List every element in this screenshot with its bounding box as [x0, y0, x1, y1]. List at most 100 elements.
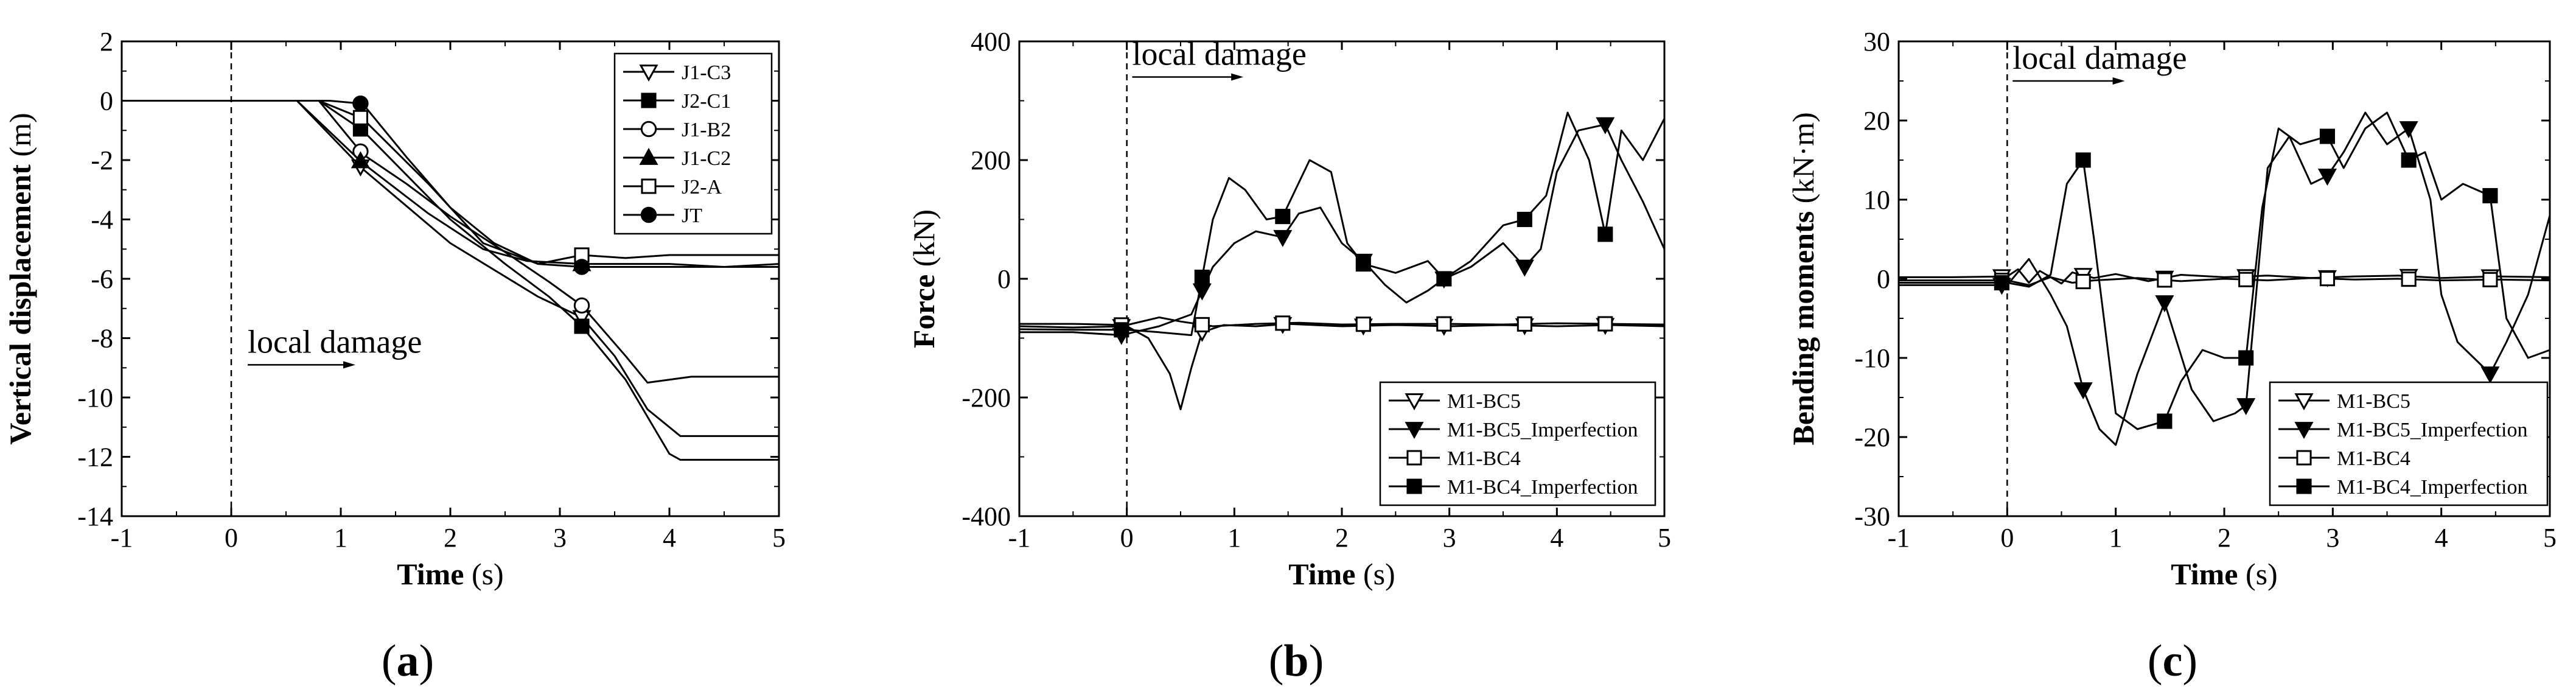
x-axis-unit: (s)	[1363, 557, 1395, 591]
y-axis-label: Bending moments	[1786, 203, 1820, 445]
series-marker-m1-bc4	[1275, 315, 1291, 331]
series-marker-m1-bc4-imperfection	[2075, 152, 2091, 168]
legend-marker-j2-a	[641, 178, 657, 194]
legend-label-j1-c3: J1-C3	[682, 61, 731, 84]
legend-label-m1-bc5: M1-BC5	[1447, 390, 1521, 413]
y-tick-label: 10	[1863, 185, 1890, 215]
x-axis-label: Time	[2171, 557, 2246, 591]
legend-marker-m1-bc4	[1406, 450, 1422, 466]
panel-label-open: (	[1269, 636, 1284, 686]
legend-label-m1-bc5: M1-BC5	[2337, 390, 2410, 413]
series-marker-m1-bc5-imperfection	[1273, 229, 1293, 247]
series-line-m1-bc4	[1019, 316, 1665, 327]
legend-label-j2-a: J2-A	[682, 176, 722, 198]
legend-marker-j1-c2	[639, 147, 658, 165]
x-tick-label: 2	[2218, 523, 2231, 553]
series-marker-m1-bc5-imperfection	[1596, 117, 1615, 135]
x-axis-unit: (s)	[2246, 557, 2278, 591]
y-axis-label: Vertical displacement	[3, 157, 37, 445]
y-tick-label: 400	[971, 27, 1011, 57]
panel-label: (c)	[2148, 636, 2197, 686]
series-marker-m1-bc4-imperfection	[2482, 187, 2498, 204]
legend-label-m1-bc4: M1-BC4	[2337, 447, 2410, 470]
x-tick-label: 4	[1550, 523, 1563, 553]
legend-label-m1-bc5-imperfection: M1-BC5_Imperfection	[1447, 419, 1638, 441]
legend-marker-j2-c1	[641, 93, 657, 108]
legend-marker-m1-bc4-imperfection	[2296, 478, 2312, 494]
y-tick-label: 2	[100, 27, 113, 57]
y-tick-label: -14	[77, 502, 113, 531]
series-marker-m1-bc5-imperfection	[1515, 259, 1534, 277]
legend-label-jt: JT	[682, 205, 702, 227]
series-marker-m1-bc4	[2238, 271, 2254, 287]
series-marker-j2-a	[352, 110, 368, 125]
series-line-m1-bc4-imperfection	[1019, 111, 1666, 337]
y-axis-title: Force (kN)	[907, 209, 941, 348]
x-tick-label: -1	[1008, 523, 1031, 553]
legend-box	[2269, 381, 2549, 506]
arrow-head-icon	[1231, 73, 1244, 81]
series-marker-m1-bc4	[1517, 316, 1532, 332]
x-tick-label: 3	[553, 523, 567, 553]
x-axis-label: Time	[397, 557, 472, 591]
y-axis-unit: (kN)	[907, 209, 941, 267]
series-marker-m1-bc4-imperfection	[2157, 413, 2173, 429]
legend-label-m1-bc5-imperfection: M1-BC5_Imperfection	[2337, 419, 2528, 441]
y-tick-label: 20	[1863, 106, 1890, 136]
series-marker-m1-bc4-imperfection	[1275, 209, 1291, 225]
series-line-m1-bc5	[1899, 268, 2550, 285]
y-tick-label: -10	[77, 383, 113, 413]
legend-marker-m1-bc5	[1405, 393, 1424, 411]
x-tick-label: 4	[2435, 523, 2448, 553]
legend-box	[613, 52, 773, 235]
y-axis-title: Vertical displacement (m)	[3, 113, 37, 444]
x-axis-label: Time	[1288, 557, 1363, 591]
legend-marker-m1-bc5-imperfection	[1405, 422, 1424, 439]
legend-marker-m1-bc5	[2294, 393, 2314, 411]
series-marker-j2-c1	[574, 318, 590, 334]
x-tick-label: 3	[2326, 523, 2339, 553]
y-tick-label: 30	[1863, 27, 1890, 57]
series-marker-m1-bc4	[2319, 271, 2335, 287]
series-marker-m1-bc5-imperfection	[1192, 283, 1212, 301]
local-damage-label: local damage	[248, 323, 422, 360]
series-line-m1-bc5-imperfection	[1019, 124, 1666, 337]
series-marker-m1-bc4-imperfection	[2238, 350, 2254, 366]
x-tick-label: -1	[111, 523, 133, 553]
legend-marker-m1-bc5-imperfection	[2294, 422, 2314, 439]
legend-label-j2-c1: J2-C1	[682, 90, 731, 113]
y-tick-label: -30	[1854, 502, 1890, 531]
series-marker-m1-bc5-imperfection	[2399, 121, 2418, 139]
panel-label-close: )	[1309, 636, 1324, 686]
series-marker-m1-bc4-imperfection	[2401, 152, 2417, 168]
y-axis-title: Bending moments (kN·m)	[1786, 112, 1820, 445]
legend-label-j1-c2: J1-C2	[682, 147, 731, 170]
legend-marker-j1-c3	[639, 65, 658, 82]
legend-box	[1379, 381, 1656, 506]
x-tick-label: 5	[772, 523, 786, 553]
series-marker-jt	[573, 259, 590, 275]
x-axis-unit: (s)	[472, 557, 504, 591]
y-tick-label: -10	[1854, 343, 1890, 373]
x-tick-label: 1	[334, 523, 347, 553]
x-tick-label: 0	[1120, 523, 1134, 553]
x-tick-label: 2	[1335, 523, 1349, 553]
arrow-head-icon	[2112, 77, 2125, 85]
y-tick-label: -4	[91, 205, 113, 235]
y-tick-label: -2	[91, 145, 113, 175]
series-marker-m1-bc4-imperfection	[1994, 275, 2009, 291]
series-marker-m1-bc4	[1436, 316, 1452, 332]
series-line-m1-bc4-imperfection	[1899, 111, 2550, 430]
x-tick-label: 3	[1443, 523, 1456, 553]
legend-marker-m1-bc4	[2296, 450, 2312, 466]
series-line-j1-b2	[122, 100, 779, 384]
panel-label: (a)	[382, 636, 434, 686]
series-marker-m1-bc4-imperfection	[1355, 256, 1371, 272]
series-marker-m1-bc4-imperfection	[1597, 226, 1613, 242]
legend-label-m1-bc4-imperfection: M1-BC4_Imperfection	[1447, 476, 1638, 499]
x-axis-title: Time (s)	[2171, 557, 2277, 591]
series-marker-m1-bc5-imperfection	[2236, 398, 2256, 416]
series-marker-m1-bc4-imperfection	[2319, 128, 2335, 144]
series-marker-m1-bc4-imperfection	[1114, 322, 1129, 338]
